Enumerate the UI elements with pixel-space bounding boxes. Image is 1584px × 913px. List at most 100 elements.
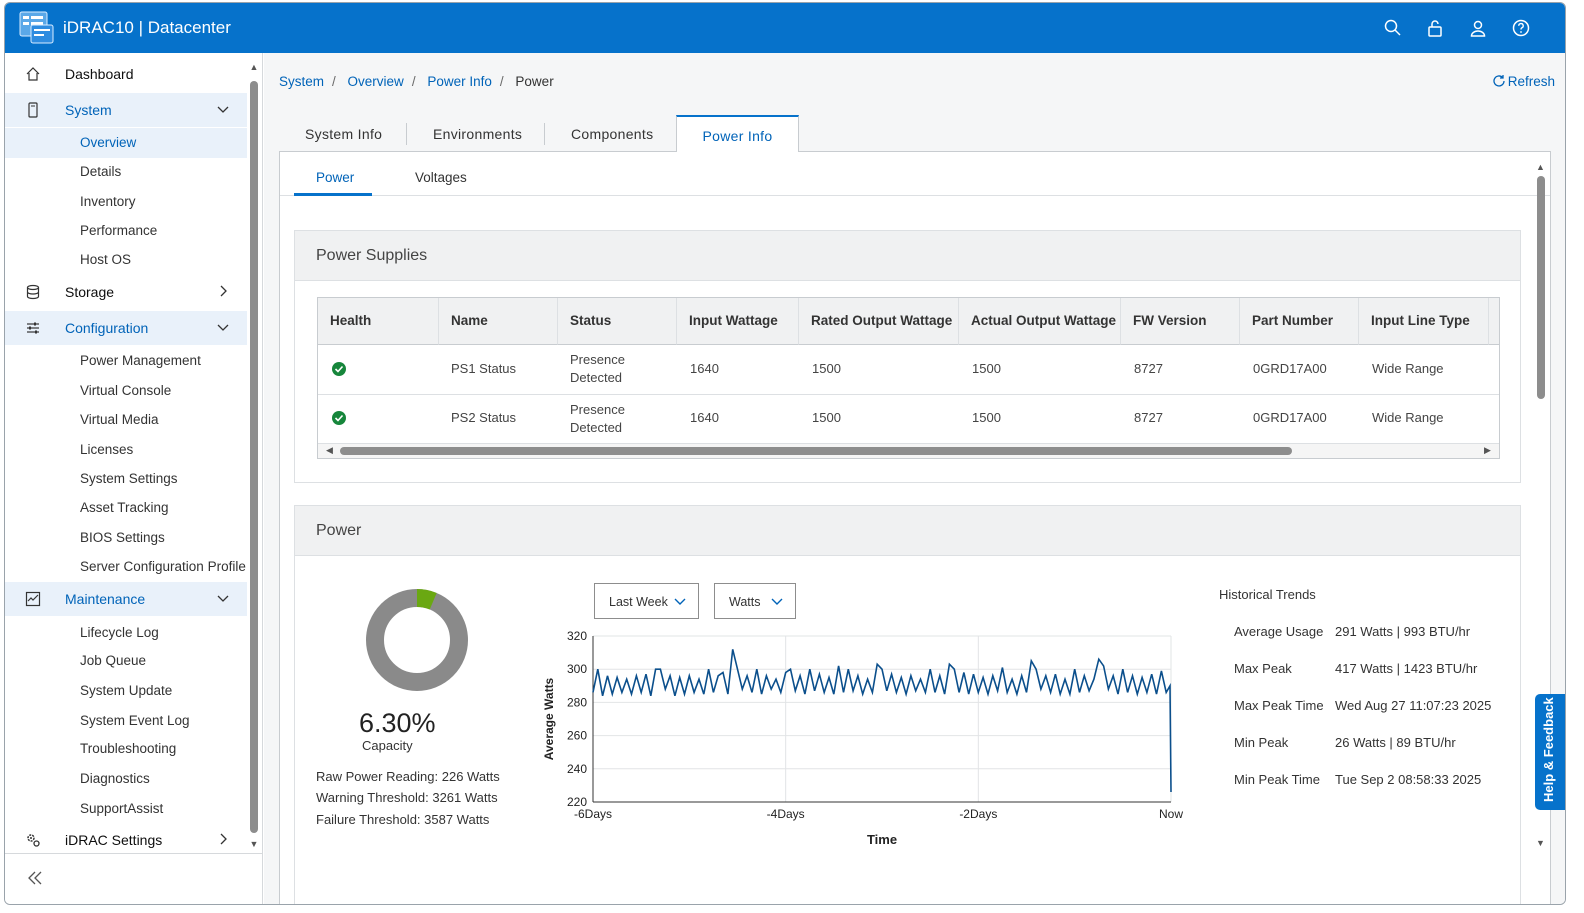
cell-input-line-type: Wide Range <box>1372 361 1444 376</box>
capacity-percent: 6.30% <box>359 708 436 738</box>
health-ok-icon <box>332 362 346 376</box>
server-icon <box>28 102 38 118</box>
y-tick-label: 280 <box>567 695 587 709</box>
refresh-icon <box>1493 75 1505 87</box>
tab-power-info[interactable]: Power Info <box>676 115 799 153</box>
active-subtab-indicator <box>294 193 372 196</box>
sidebar-subitem-virtual-console[interactable]: Virtual Console <box>80 383 172 398</box>
sidebar-subitem-inventory[interactable]: Inventory <box>80 194 136 209</box>
sidebar-item-idrac-settings[interactable]: iDRAC Settings <box>5 823 247 857</box>
scroll-down-icon[interactable]: ▼ <box>1536 838 1545 848</box>
trend-label: Average Usage <box>1234 624 1324 639</box>
raw-power-reading: Raw Power Reading: 226 Watts <box>316 769 500 784</box>
sidebar-scroll-down[interactable]: ▼ <box>249 839 259 849</box>
unit-select[interactable]: Watts <box>714 583 796 619</box>
tab-environments[interactable]: Environments <box>433 126 523 142</box>
content-vertical-scrollbar[interactable]: ▲ ▼ <box>1536 162 1546 848</box>
cell-status: Presence <box>570 402 625 417</box>
power-supplies-table: Health Name Status Input Wattage Rated O… <box>317 297 1500 459</box>
donut-remaining-slice <box>366 589 468 691</box>
subtab-voltages[interactable]: Voltages <box>415 170 467 185</box>
sidebar-subitem-system-settings[interactable]: System Settings <box>80 471 178 486</box>
sidebar-scroll-up[interactable]: ▲ <box>249 62 259 72</box>
collapse-icon[interactable] <box>27 870 43 886</box>
sidebar-subitem-details[interactable]: Details <box>80 164 122 179</box>
time-range-select[interactable]: Last Week <box>594 583 699 619</box>
column-header[interactable]: Input Wattage <box>677 298 799 345</box>
sidebar-subitem-performance[interactable]: Performance <box>80 223 158 238</box>
sidebar-item-dashboard[interactable]: Dashboard <box>5 57 247 91</box>
column-header[interactable]: Part Number <box>1240 298 1359 345</box>
sidebar-subitem-server-configuration-profile[interactable]: Server Configuration Profile <box>80 559 246 574</box>
sidebar-subitem-licenses[interactable]: Licenses <box>80 442 134 457</box>
column-header[interactable]: Rated Output Wattage <box>799 298 959 345</box>
trend-label: Max Peak <box>1234 661 1292 676</box>
lock-icon[interactable] <box>1425 18 1445 38</box>
y-tick-label: 320 <box>567 629 587 643</box>
help-feedback-tab[interactable]: Help & Feedback <box>1535 694 1565 810</box>
sidebar-subitem-diagnostics[interactable]: Diagnostics <box>80 771 150 786</box>
scrollbar-thumb[interactable] <box>1537 176 1545 399</box>
sidebar-subitem-host-os[interactable]: Host OS <box>80 252 132 267</box>
sidebar-subitem-asset-tracking[interactable]: Asset Tracking <box>80 500 169 515</box>
sidebar-subitem-virtual-media[interactable]: Virtual Media <box>80 412 159 427</box>
sidebar-item-configuration[interactable]: Configuration <box>5 311 247 345</box>
breadcrumb: System / Overview / Power Info / Power <box>279 74 554 89</box>
sidebar-subitem-job-queue[interactable]: Job Queue <box>80 653 147 668</box>
tab-system-info[interactable]: System Info <box>305 126 383 142</box>
scroll-left-icon[interactable]: ◀ <box>326 445 333 455</box>
column-header[interactable]: FW Version <box>1121 298 1240 345</box>
sidebar-subitem-system-update[interactable]: System Update <box>80 683 173 698</box>
column-header[interactable]: Actual Output Wattage <box>959 298 1121 345</box>
sidebar-subitem-troubleshooting[interactable]: Troubleshooting <box>80 741 177 756</box>
chevron-right-icon <box>220 833 227 845</box>
sidebar-subitem-supportassist[interactable]: SupportAssist <box>80 801 164 816</box>
scroll-up-icon[interactable]: ▲ <box>1536 162 1545 172</box>
breadcrumb-power-info[interactable]: Power Info <box>427 74 492 89</box>
refresh-button[interactable]: Refresh <box>1492 74 1555 89</box>
cell-fw-version: 8727 <box>1134 361 1163 376</box>
sidebar-scrollbar[interactable] <box>250 81 258 833</box>
tab-content: Power Voltages Power Supplies Health Nam… <box>279 152 1551 904</box>
column-header[interactable]: Health <box>318 298 439 345</box>
sidebar-subitem-overview[interactable]: Overview <box>5 128 247 158</box>
sidebar-subitem-system-event-log[interactable]: System Event Log <box>80 713 190 728</box>
table-horizontal-scrollbar[interactable]: ◀ ▶ <box>318 443 1499 458</box>
y-tick-label: 240 <box>567 762 587 776</box>
search-icon[interactable] <box>1383 18 1403 38</box>
sidebar-subitem-bios-settings[interactable]: BIOS Settings <box>80 530 165 545</box>
chevron-right-icon <box>220 285 227 297</box>
tab-components[interactable]: Components <box>571 126 654 142</box>
help-icon[interactable] <box>1511 18 1531 38</box>
activity-icon <box>25 591 41 607</box>
gears-icon <box>27 834 40 847</box>
cell-name: PS1 Status <box>451 361 517 376</box>
sidebar-item-label: Storage <box>65 284 115 300</box>
sidebar-subitem-lifecycle-log[interactable]: Lifecycle Log <box>80 625 159 640</box>
breadcrumb-overview[interactable]: Overview <box>347 74 404 89</box>
sub-tabs: Power Voltages <box>280 152 1550 196</box>
scrollbar-thumb[interactable] <box>340 447 1292 455</box>
sidebar-item-system[interactable]: System <box>5 93 247 127</box>
cell-status: Presence <box>570 352 625 367</box>
column-header[interactable]: Input Line Type <box>1359 298 1489 345</box>
x-tick-label: Now <box>1159 807 1183 821</box>
power-supplies-panel: Power Supplies Health Name Status Input … <box>294 230 1521 483</box>
breadcrumb-system[interactable]: System <box>279 74 325 89</box>
column-header[interactable]: Name <box>439 298 558 345</box>
trend-label: Max Peak Time <box>1234 698 1324 713</box>
sidebar-item-maintenance[interactable]: Maintenance <box>5 582 247 616</box>
cell-fw-version: 8727 <box>1134 410 1163 425</box>
cell-rated-output: 1500 <box>812 361 841 376</box>
sidebar-item-label: Dashboard <box>65 66 134 82</box>
column-header[interactable]: Status <box>558 298 677 345</box>
user-icon[interactable] <box>1468 18 1488 38</box>
sidebar-item-storage[interactable]: Storage <box>5 275 247 309</box>
scroll-right-icon[interactable]: ▶ <box>1484 445 1491 455</box>
chevron-down-icon <box>674 598 686 605</box>
subtab-power[interactable]: Power <box>316 170 355 185</box>
sidebar-subitem-power-management[interactable]: Power Management <box>80 353 201 368</box>
power-panel: Power 6.30% Capacity Raw Power Reading: … <box>294 505 1521 904</box>
cell-input-wattage: 1640 <box>690 361 719 376</box>
chevron-down-icon <box>217 324 229 331</box>
